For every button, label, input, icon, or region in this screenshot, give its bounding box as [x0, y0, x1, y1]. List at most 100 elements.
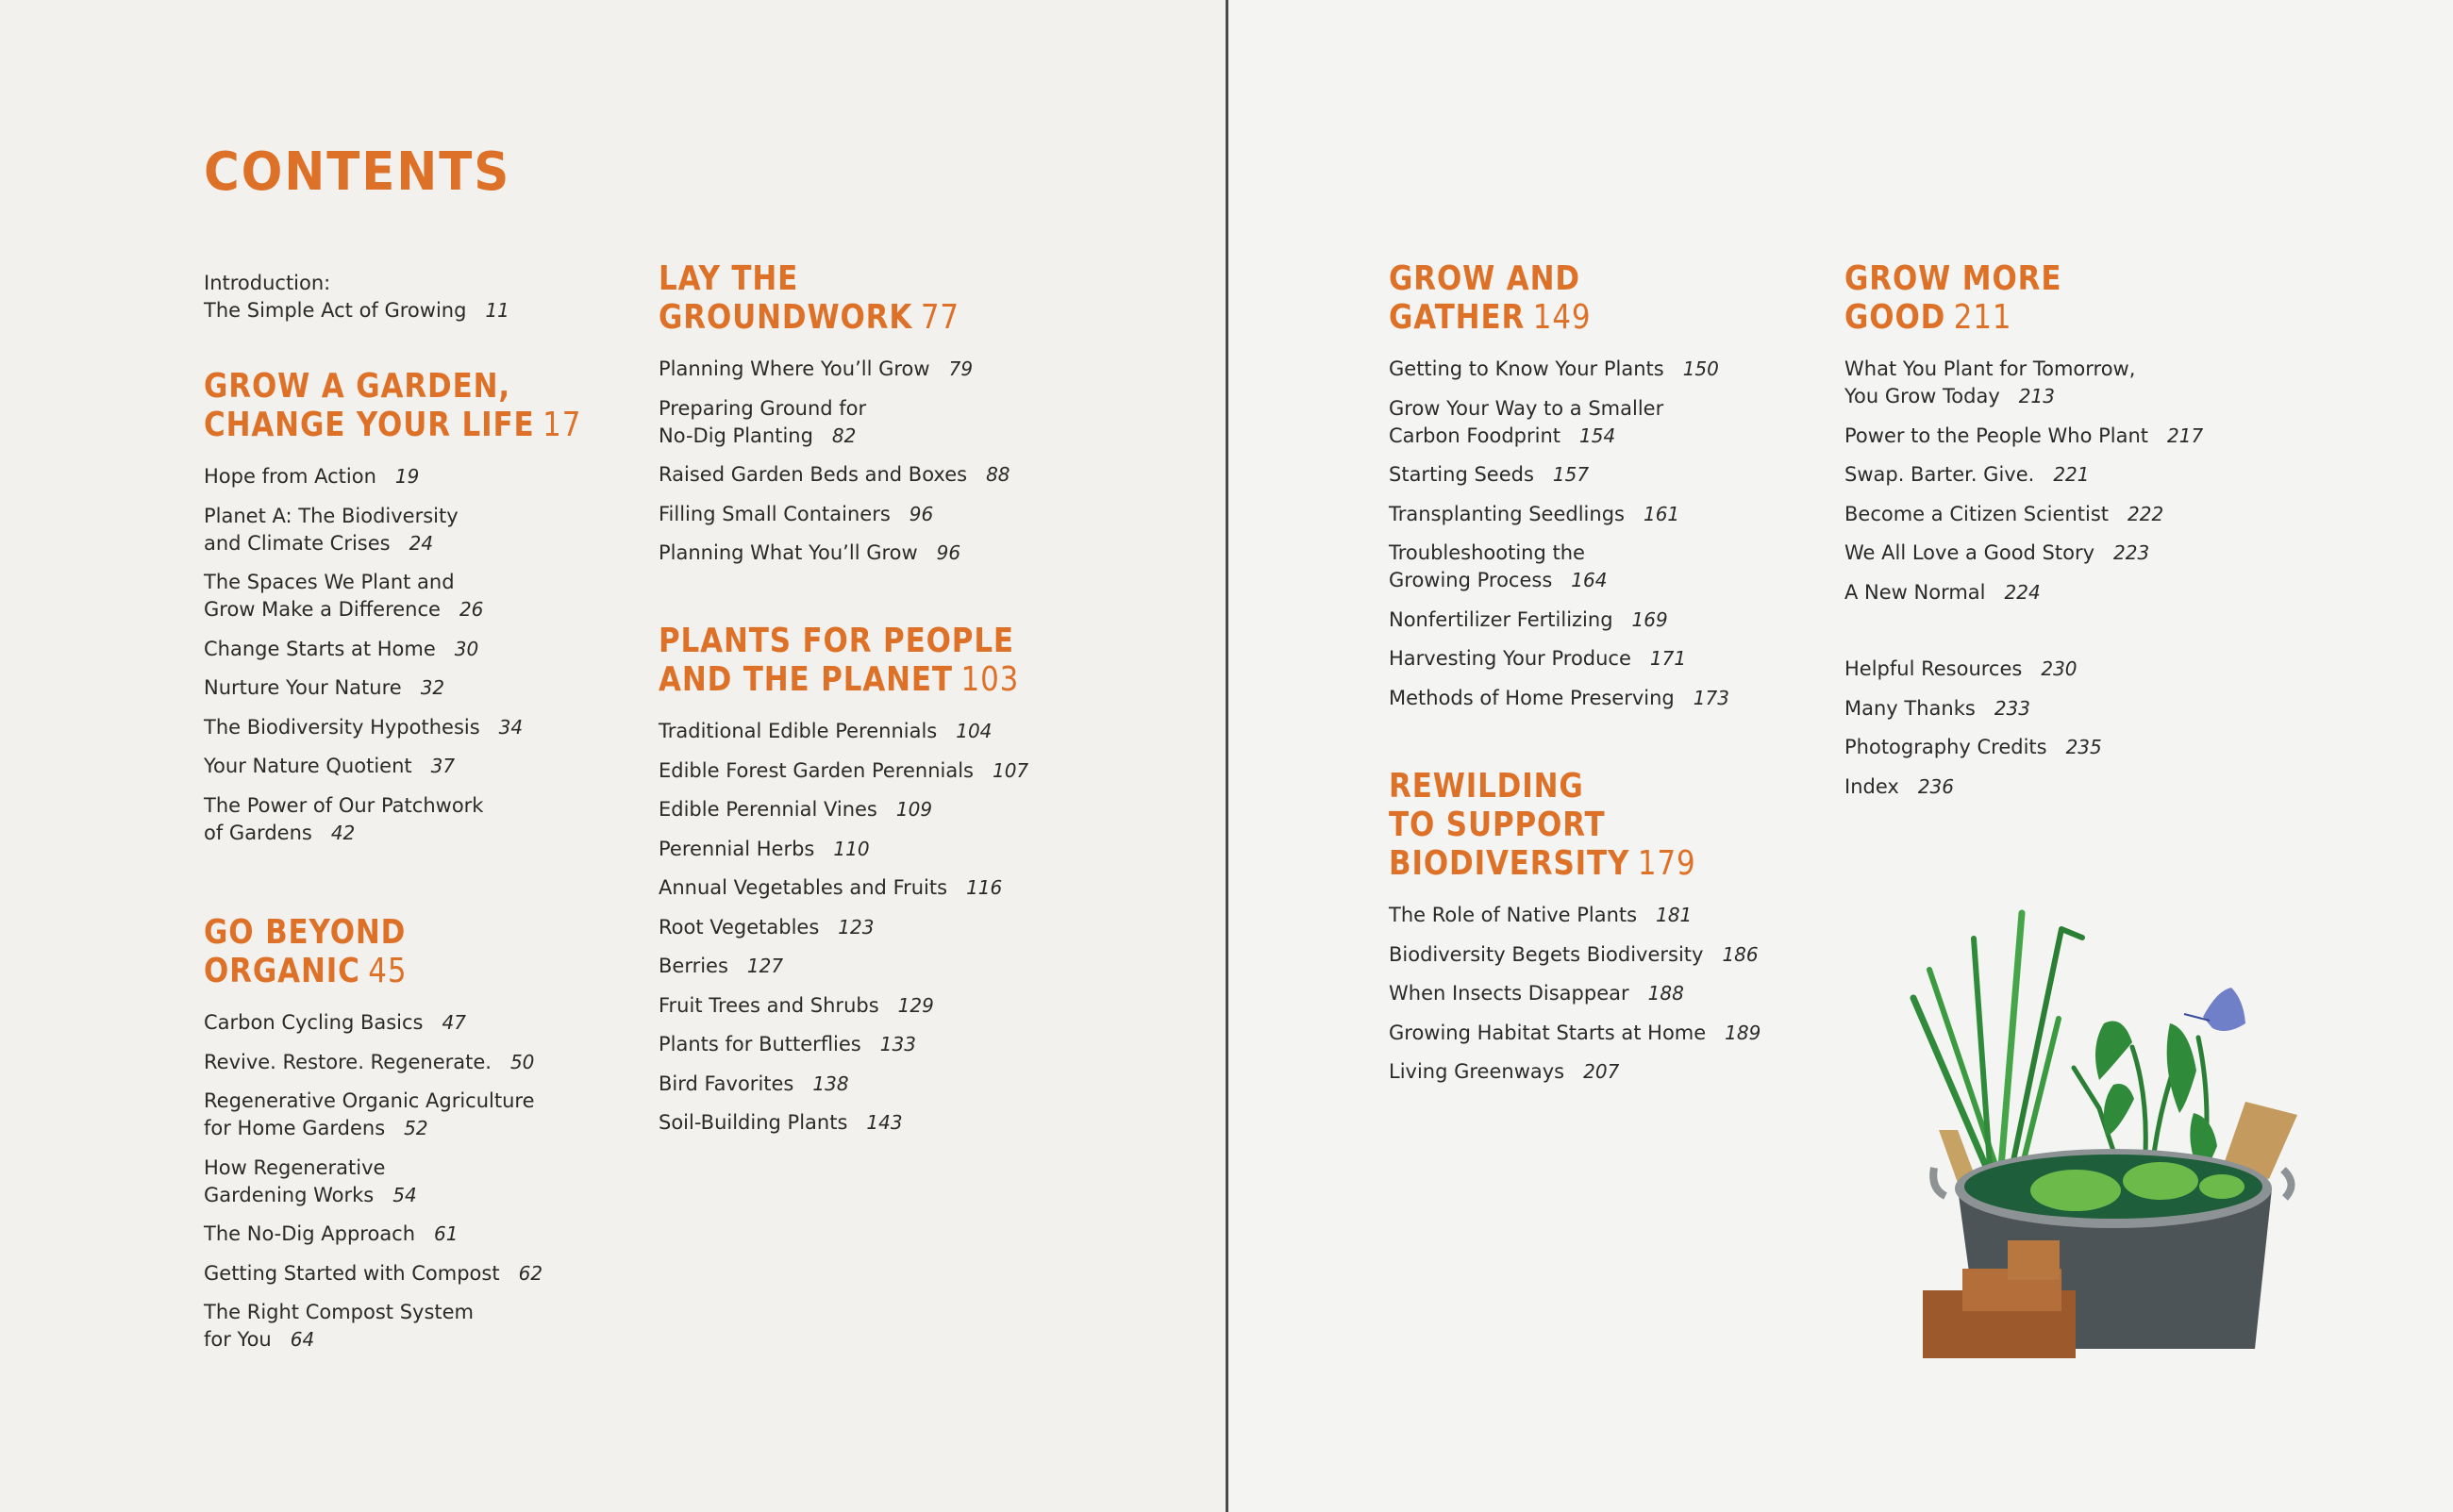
toc-entry[interactable]: Nurture Your Nature 32	[204, 674, 732, 702]
toc-entry[interactable]: Root Vegetables 123	[659, 914, 1187, 941]
toc-entry[interactable]: Power to the People Who Plant 217	[1844, 423, 2373, 450]
toc-entry[interactable]: We All Love a Good Story 223	[1844, 540, 2373, 567]
toc-entry[interactable]: The Power of Our Patchwork of Gardens 42	[204, 792, 732, 847]
entry-page-number: 64	[290, 1328, 315, 1351]
toc-entry[interactable]: Living Greenways 207	[1389, 1058, 1917, 1086]
toc-entry[interactable]: How Regenerative Gardening Works 54	[204, 1155, 732, 1209]
toc-entry[interactable]: Preparing Ground for No-Dig Planting 82	[659, 395, 1187, 450]
toc-entry[interactable]: Grow Your Way to a Smaller Carbon Foodpri…	[1389, 395, 1917, 450]
toc-entry[interactable]: What You Plant for Tomorrow, You Grow Tod…	[1844, 356, 2373, 410]
toc-entry[interactable]: Become a Citizen Scientist 222	[1844, 501, 2373, 528]
heading-page-number: 149	[1532, 298, 1592, 337]
toc-entry[interactable]: Filling Small Containers 96	[659, 501, 1187, 528]
toc-entry[interactable]: A New Normal 224	[1844, 579, 2373, 606]
entry-line: Swap. Barter. Give. 221	[1844, 461, 2373, 489]
toc-entry[interactable]: The Biodiversity Hypothesis 34	[204, 714, 732, 741]
toc-entry[interactable]: Edible Perennial Vines 109	[659, 796, 1187, 823]
toc-entry[interactable]: Harvesting Your Produce 171	[1389, 645, 1917, 673]
toc-entry[interactable]: Swap. Barter. Give. 221	[1844, 461, 2373, 489]
toc-entry[interactable]: Plants for Butterflies 133	[659, 1031, 1187, 1058]
entry-line: When Insects Disappear 188	[1389, 980, 1917, 1007]
section-heading[interactable]: GO BEYOND ORGANIC 45	[204, 913, 659, 990]
entry-page-number: 127	[746, 955, 784, 977]
entry-page-number: 207	[1583, 1060, 1620, 1083]
entry-title: Methods of Home Preserving	[1389, 686, 1675, 709]
toc-entry[interactable]: Introduction: The Simple Act of Growing 11	[204, 270, 732, 324]
toc-entry[interactable]: The Spaces We Plant and Grow Make a Diffe…	[204, 569, 732, 623]
heading-page-number: 45	[368, 952, 408, 990]
toc-entry[interactable]: Planning What You’ll Grow 96	[659, 540, 1187, 567]
toc-entry[interactable]: The Role of Native Plants 181	[1389, 902, 1917, 929]
toc-entry[interactable]: Fruit Trees and Shrubs 129	[659, 992, 1187, 1020]
entry-line: Carbon Foodprint 154	[1389, 423, 1917, 450]
toc-entry[interactable]: Getting to Know Your Plants 150	[1389, 356, 1917, 383]
toc-entry[interactable]: Berries 127	[659, 953, 1187, 980]
toc-entry[interactable]: Many Thanks 233	[1844, 695, 2373, 723]
toc-entry[interactable]: Carbon Cycling Basics 47	[204, 1009, 732, 1037]
toc-entry[interactable]: Biodiversity Begets Biodiversity 186	[1389, 941, 1917, 969]
section-heading[interactable]: GROW A GARDEN, CHANGE YOUR LIFE 17	[204, 367, 659, 444]
entry-page-number: 11	[485, 299, 509, 322]
entry-title: When Insects Disappear	[1389, 982, 1629, 1005]
toc-entry[interactable]: Index 236	[1844, 773, 2373, 801]
toc-entry[interactable]: The Right Compost System for You 64	[204, 1299, 732, 1354]
section-heading[interactable]: PLANTS FOR PEOPLE AND THE PLANET 103	[659, 622, 1113, 699]
toc-section: PLANTS FOR PEOPLE AND THE PLANET 103 Tradit…	[659, 622, 1187, 1149]
heading-text: CHANGE YOUR LIFE	[204, 406, 535, 444]
heading-line: PLANTS FOR PEOPLE	[659, 622, 1113, 660]
toc-entry[interactable]: Annual Vegetables and Fruits 116	[659, 874, 1187, 902]
toc-entry[interactable]: Your Nature Quotient 37	[204, 753, 732, 780]
toc-entry[interactable]: Methods of Home Preserving 173	[1389, 685, 1917, 712]
toc-entry[interactable]: Planning Where You’ll Grow 79	[659, 356, 1187, 383]
entry-page-number: 104	[956, 720, 993, 742]
entry-line: Berries 127	[659, 953, 1187, 980]
toc-entry[interactable]: Nonfertilizer Fertilizing 169	[1389, 606, 1917, 634]
entry-line: Grow Make a Difference 26	[204, 596, 732, 623]
toc-entry[interactable]: Starting Seeds 157	[1389, 461, 1917, 489]
toc-entry[interactable]: Growing Habitat Starts at Home 189	[1389, 1020, 1917, 1047]
toc-section: LAY THE GROUNDWORK 77 Planning Where You’ll…	[659, 259, 1187, 579]
section-heading[interactable]: GROW AND GATHER 149	[1389, 259, 1844, 337]
toc-entry[interactable]: Bird Favorites 138	[659, 1071, 1187, 1098]
toc-entry[interactable]: Soil-Building Plants 143	[659, 1109, 1187, 1137]
entry-title: for Home Gardens	[204, 1117, 386, 1139]
toc-entry[interactable]: Getting Started with Compost 62	[204, 1260, 732, 1288]
toc-entry[interactable]: When Insects Disappear 188	[1389, 980, 1917, 1007]
heading-line: GROW AND	[1389, 259, 1844, 298]
entry-page-number: 188	[1647, 982, 1684, 1005]
entry-line: Troubleshooting the	[1389, 540, 1917, 567]
section-heading[interactable]: GROW MORE GOOD 211	[1844, 259, 2299, 337]
entry-page-number: 26	[459, 598, 484, 621]
section-heading[interactable]: REWILDING TO SUPPORT BIODIVERSITY 179	[1389, 767, 1844, 883]
toc-entry[interactable]: Regenerative Organic Agriculture for Home…	[204, 1088, 732, 1142]
entry-title: How Regenerative	[204, 1155, 386, 1179]
section-heading[interactable]: LAY THE GROUNDWORK 77	[659, 259, 1113, 337]
entry-title: Fruit Trees and Shrubs	[659, 993, 879, 1017]
entry-page-number: 37	[430, 755, 456, 777]
toc-entry[interactable]: Revive. Restore. Regenerate. 50	[204, 1049, 732, 1076]
toc-entry[interactable]: The No-Dig Approach 61	[204, 1221, 732, 1248]
toc-entry[interactable]: Troubleshooting the Growing Process 164	[1389, 540, 1917, 594]
heading-text: ORGANIC	[204, 952, 360, 990]
toc-entry[interactable]: Edible Forest Garden Perennials 107	[659, 757, 1187, 785]
entry-page-number: 30	[454, 637, 479, 660]
toc-entry[interactable]: Photography Credits 235	[1844, 734, 2373, 761]
heading-line: AND THE PLANET 103	[659, 660, 1113, 699]
toc-entry[interactable]: Change Starts at Home 30	[204, 636, 732, 663]
heading-text: GROUNDWORK	[659, 298, 913, 337]
entry-title: Edible Perennial Vines	[659, 798, 877, 821]
entry-title: Growing Process	[1389, 569, 1553, 591]
entry-page-number: 133	[879, 1033, 916, 1055]
toc-entry[interactable]: Planet A: The Biodiversity and Climate Cr…	[204, 503, 732, 557]
entry-page-number: 217	[2167, 424, 2204, 447]
entry-page-number: 62	[518, 1261, 543, 1285]
toc-entry[interactable]: Raised Garden Beds and Boxes 88	[659, 461, 1187, 489]
toc-entry[interactable]: Helpful Resources 230	[1844, 656, 2373, 683]
toc-entry[interactable]: Traditional Edible Perennials 104	[659, 718, 1187, 745]
toc-entry[interactable]: Hope from Action 19	[204, 463, 732, 490]
entry-page-number: 233	[1994, 696, 2031, 720]
toc-entry[interactable]: Perennial Herbs 110	[659, 836, 1187, 863]
toc-entry[interactable]: Transplanting Seedlings 161	[1389, 501, 1917, 528]
entry-line: for You 64	[204, 1326, 732, 1354]
entry-line: Preparing Ground for	[659, 395, 1187, 423]
